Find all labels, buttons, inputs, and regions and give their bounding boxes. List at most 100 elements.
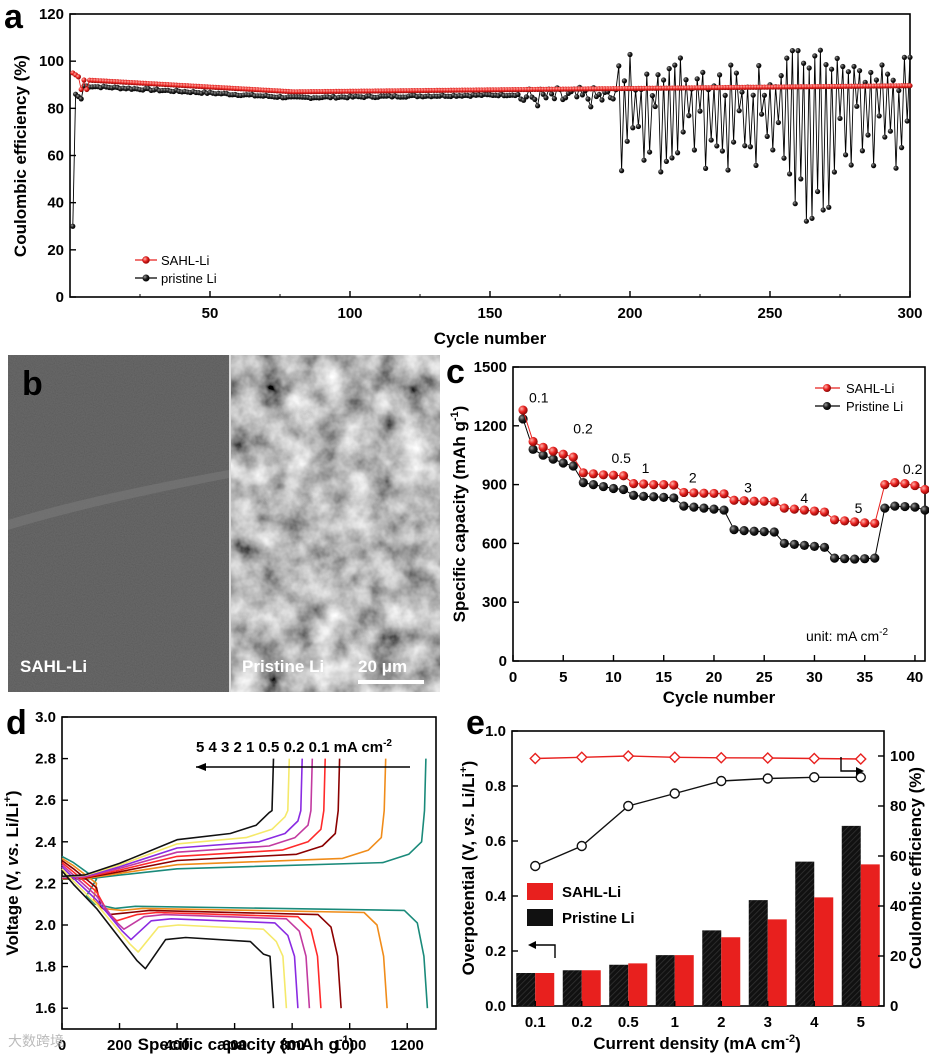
e-ytick-right-label: 80 <box>890 798 907 815</box>
e-ytick-right-label: 20 <box>890 948 907 965</box>
a-point-pristine <box>697 108 703 114</box>
a-point-pristine <box>574 94 580 100</box>
c-point-pristine <box>659 492 669 502</box>
legend-marker-pristine <box>142 274 150 282</box>
a-point-pristine <box>663 158 670 164</box>
panel-a-legend: SAHL-Li pristine Li <box>135 253 217 286</box>
a-point-pristine <box>803 218 810 224</box>
e-ytick-right-label: 0 <box>890 998 898 1015</box>
a-ytick-label: 80 <box>47 100 64 117</box>
panel-e-data-marks <box>516 750 880 1006</box>
a-point-pristine <box>703 165 709 171</box>
c-point-sahl <box>769 497 779 507</box>
d-discharge-0.1 <box>61 855 429 1009</box>
a-point-pristine <box>658 169 664 175</box>
d-charge-4 <box>61 758 291 878</box>
d-ytick-label: 1.8 <box>35 959 56 976</box>
e-point-pristine-ce <box>762 773 773 784</box>
e-ytick-label: 0.8 <box>485 778 506 795</box>
a-point-pristine <box>820 207 826 213</box>
c-xtick-label: 0 <box>509 669 517 686</box>
c-point-pristine <box>588 480 598 490</box>
panel-a-legend-sahl: SAHL-Li <box>161 253 210 268</box>
panel-e-axes-frame <box>511 730 885 1007</box>
a-point-pristine <box>630 125 636 131</box>
c-rate-label: 0.1 <box>529 389 549 405</box>
c-point-sahl <box>799 505 810 515</box>
panel-e-ticks: 0.0 0.2 0.4 0.6 0.8 1.0 0 20 40 60 80 100 0.1 0.2 0.5 1… <box>485 723 915 1031</box>
c-point-pristine <box>739 526 749 536</box>
panel-c-data-marks <box>518 405 929 564</box>
a-point-pristine <box>551 96 558 102</box>
panel-c-rate-labels: 0.1 0.2 0.5 1 2 3 4 5 0.2 <box>529 389 923 516</box>
sem-label-sahl-li: SAHL-Li <box>20 657 87 676</box>
e-ytick-right-label: 60 <box>890 848 907 865</box>
d-discharge-0.5 <box>61 859 342 1009</box>
c-point-pristine <box>840 554 850 564</box>
d-ytick-label: 2.4 <box>35 834 57 851</box>
c-point-pristine <box>729 525 739 535</box>
a-point-pristine <box>669 155 675 161</box>
a-ytick-label: 100 <box>39 53 64 70</box>
legend-swatch-sahl <box>527 883 553 900</box>
a-point-pristine <box>585 96 591 102</box>
a-point-pristine <box>647 149 653 155</box>
panel-a-data-marks <box>70 47 913 229</box>
c-point-sahl <box>779 503 789 513</box>
e-ytick-label: 0.4 <box>485 888 507 905</box>
a-point-pristine <box>823 62 829 68</box>
panel-e-legend-pristine: Pristine Li <box>562 910 635 927</box>
e-bar-pristine <box>516 973 536 1006</box>
a-point-pristine <box>890 77 896 83</box>
a-point-pristine <box>644 71 650 77</box>
a-point-pristine <box>778 73 784 79</box>
a-point-pristine <box>848 162 854 168</box>
a-point-pristine <box>801 60 807 66</box>
a-point-pristine <box>543 95 549 101</box>
c-point-sahl <box>528 436 538 447</box>
c-xtick-label: 15 <box>655 669 672 686</box>
c-rate-label: 3 <box>744 479 752 495</box>
c-point-sahl <box>598 470 609 480</box>
panel-e-right-axis-arrow <box>840 757 864 775</box>
a-point-pristine <box>753 162 759 168</box>
d-xtick-label: 0 <box>58 1037 66 1054</box>
c-point-sahl <box>608 470 619 480</box>
c-xtick-label: 30 <box>806 669 823 686</box>
c-point-sahl <box>588 469 598 479</box>
a-point-pristine <box>747 144 754 150</box>
e-point-sahl-ce <box>715 751 728 764</box>
c-point-pristine <box>789 539 799 549</box>
c-point-sahl <box>860 518 870 528</box>
d-charge-2 <box>61 758 314 879</box>
d-discharge-4 <box>61 868 288 1009</box>
c-point-pristine <box>628 490 639 500</box>
a-point-pristine <box>759 111 765 117</box>
c-point-pristine <box>578 478 588 488</box>
a-point-pristine <box>770 147 776 153</box>
c-point-pristine <box>598 481 609 492</box>
a-point-pristine <box>666 66 672 72</box>
a-point-pristine <box>896 87 902 94</box>
panel-e-legend-sahl: SAHL-Li <box>562 884 621 901</box>
c-point-sahl <box>628 479 639 489</box>
c-point-sahl <box>669 480 679 490</box>
a-point-pristine <box>672 62 678 68</box>
c-point-pristine <box>558 458 568 468</box>
c-rate-label: 0.2 <box>573 421 593 437</box>
a-point-sahl <box>81 77 87 83</box>
a-ytick-label: 0 <box>56 289 64 306</box>
a-point-pristine <box>837 115 843 122</box>
a-xtick-label: 100 <box>337 305 362 322</box>
e-point-pristine-ce <box>809 772 820 783</box>
c-point-pristine <box>870 553 880 563</box>
e-point-sahl-ce <box>761 752 774 764</box>
a-point-pristine <box>722 92 728 98</box>
a-point-pristine <box>789 48 796 54</box>
a-point-pristine <box>677 55 684 61</box>
c-point-pristine <box>618 484 629 495</box>
a-point-pristine <box>733 70 740 76</box>
c-ytick-label: 1200 <box>474 418 507 435</box>
c-point-sahl <box>910 480 920 491</box>
